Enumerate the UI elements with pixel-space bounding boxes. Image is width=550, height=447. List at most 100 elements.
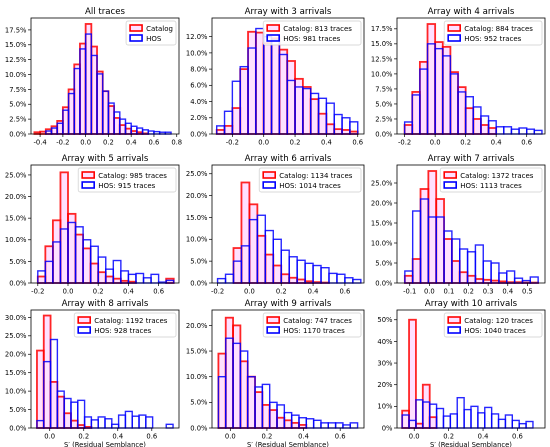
y-tick-label: 12.5% (5, 56, 27, 64)
x-tick-label: 0.4 (123, 288, 134, 296)
legend-box (125, 20, 177, 46)
catalog-bar-fill (442, 46, 451, 134)
x-tick-label: 0.4 (298, 433, 309, 441)
hos-bar (327, 422, 337, 429)
legend-label: HOS: 1170 traces (283, 327, 345, 335)
catalog-bar-fill (36, 350, 44, 428)
catalog-bar-fill (97, 71, 103, 134)
hos-bar (334, 422, 344, 429)
y-tick-label: 0.0% (9, 424, 27, 432)
y-tick-label: 40% (377, 338, 393, 346)
x-tick-label: 0.6 (512, 433, 523, 441)
x-tick-label: 0.6 (521, 139, 532, 147)
legend-swatch-hos (262, 181, 277, 189)
legend-label: Catalog (146, 25, 173, 33)
plot-frame (396, 309, 546, 429)
x-tick-label: 0.8 (171, 139, 182, 147)
legend-label: Catalog: 747 traces (283, 317, 352, 325)
y-tick-label: 15.0% (371, 219, 393, 227)
subplot-5: Array with 6 arrivals -0.2 0.0 0.2 0.4 0.6 0.0… (186, 154, 365, 296)
x-tick-label: 0.2 (103, 139, 114, 147)
hos-bar (484, 406, 493, 429)
y-tick-label: 10.0% (371, 239, 393, 247)
subplot-title: Array with 4 arrivals (428, 7, 515, 17)
catalog-bar-fill (240, 69, 249, 134)
subplot-title: Array with 3 arrivals (245, 7, 332, 17)
catalog-bar-fill (262, 404, 270, 428)
y-tick-label: 0% (382, 424, 393, 432)
x-tick-label: 0.4 (321, 139, 332, 147)
x-tick-label: 0.0 (225, 433, 236, 441)
catalog-bar-fill (273, 265, 282, 283)
legend: Catalog: 985 traces HOS: 915 traces (77, 167, 177, 193)
legend-label: HOS: 1113 traces (460, 182, 522, 190)
catalog-bar-fill (404, 275, 413, 283)
legend-swatch-catalog (447, 24, 461, 32)
x-tick-label: 0.6 (352, 139, 363, 147)
hos-bar (320, 422, 329, 429)
hos-bar (117, 414, 127, 429)
y-tick-label: 5.0% (375, 259, 393, 267)
bars (216, 181, 362, 284)
legend: Catalog: 884 traces HOS: 952 traces (443, 20, 543, 46)
y-tick-label: 25.0% (5, 332, 27, 340)
legend-label: HOS: 1014 traces (279, 182, 341, 190)
x-tick-label: 0.0 (424, 288, 435, 296)
y-tick-label: 5.0% (9, 406, 27, 414)
catalog-bar-fill (64, 413, 71, 428)
plot-frame (30, 309, 180, 429)
plot-frame (211, 164, 365, 284)
catalog-bar-fill (402, 410, 410, 428)
catalog-bar-fill (125, 128, 132, 134)
hos-bar (111, 423, 120, 429)
hos-bar (124, 410, 133, 429)
catalog-bar-fill (233, 325, 241, 428)
subplot-9: Array with 10 arrivals 0.0 0.2 0.4 0.6 0% 10% 2… (377, 299, 546, 447)
y-tick-label: 6.0% (190, 82, 208, 90)
hos-bar (511, 419, 520, 429)
plot-frame (211, 17, 365, 135)
hos-bar (97, 416, 106, 429)
y-tick-label: 8.0% (190, 66, 208, 74)
legend: Catalog HOS (125, 20, 177, 46)
hos-bar (474, 244, 484, 284)
legend-box (262, 312, 362, 338)
hos-bar (135, 272, 145, 284)
y-tick-label: 25.0% (5, 171, 27, 179)
catalog-bar-fill (404, 124, 413, 134)
catalog-bar-fill (68, 89, 75, 134)
catalog-bar-fill (412, 259, 421, 283)
hos-bar (336, 273, 346, 284)
legend-label: Catalog: 1372 traces (460, 172, 534, 180)
catalog-bar-fill (77, 425, 85, 428)
plot-frame (211, 309, 365, 429)
y-tick-label: 20.0% (5, 193, 27, 201)
catalog-bar-fill (85, 23, 92, 135)
x-tick-label: 0.6 (339, 288, 350, 296)
legend: Catalog: 1134 traces HOS: 1014 traces (258, 167, 362, 193)
x-tick-label: 0.0 (258, 139, 269, 147)
x-axis-label: S′ (Residual Semblance) (430, 441, 512, 447)
hos-bar (477, 412, 486, 429)
x-tick-label: 0.2 (460, 139, 471, 147)
catalog-bar-fill (483, 279, 492, 283)
legend-label: HOS: 1040 traces (464, 327, 526, 335)
catalog-bar-fill (257, 235, 266, 283)
legend: Catalog: 1372 traces HOS: 1113 traces (439, 167, 543, 193)
y-tick-label: 25.0% (371, 179, 393, 187)
hos-bar (349, 422, 359, 429)
legend: Catalog: 747 traces HOS: 1170 traces (262, 312, 362, 338)
legend-label: Catalog: 813 traces (283, 25, 352, 33)
catalog-bar-fill (458, 87, 466, 134)
legend-label: Catalog: 120 traces (464, 317, 533, 325)
catalog-bar-fill (91, 46, 98, 134)
catalog-bar-fill (70, 420, 78, 428)
bars (36, 171, 175, 284)
catalog-bar-fill (43, 315, 51, 428)
y-tick-label: 10.0% (186, 373, 208, 381)
plot-frame (30, 164, 180, 284)
x-tick-label: 0.4 (112, 433, 123, 441)
y-tick-label: 17.5% (5, 26, 27, 34)
catalog-bar-fill (68, 213, 76, 283)
